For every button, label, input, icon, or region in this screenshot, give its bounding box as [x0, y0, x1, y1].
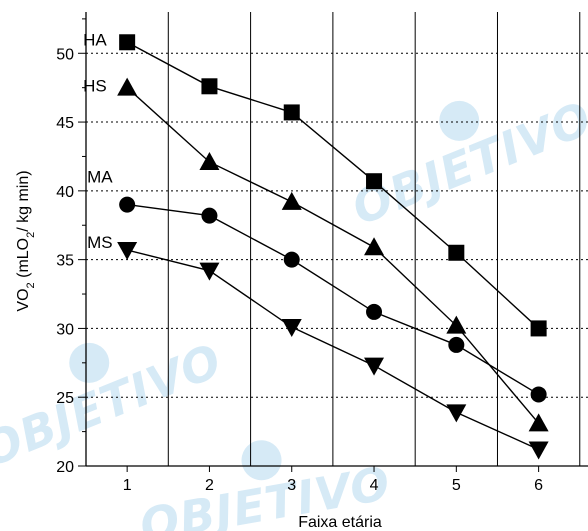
y-axis-title-part: VO: [15, 288, 32, 311]
y-axis-title-part: / kg min): [15, 170, 32, 231]
data-point-circle: [119, 196, 136, 213]
y-tick-label: 45: [56, 115, 74, 132]
data-point-square: [283, 104, 300, 121]
y-axis-title-part: 2: [25, 282, 37, 288]
y-axis-title-part: 2: [25, 232, 37, 238]
series-line: [127, 203, 539, 396]
x-tick-label: 6: [534, 477, 543, 494]
grid: [86, 12, 588, 466]
watermark-emblem: [69, 342, 110, 383]
data-point-triangle: [199, 151, 220, 170]
data-point-triangle-down: [528, 441, 549, 460]
x-tick-label: 4: [370, 477, 379, 494]
watermark-2: OBJETIVO: [345, 91, 588, 236]
data-point-triangle-down: [281, 319, 302, 338]
data-point-square: [448, 244, 465, 261]
data-point-circle: [448, 336, 465, 353]
series-hs: HS: [83, 77, 549, 432]
watermark-emblem: [241, 440, 282, 481]
y-tick-label: 20: [56, 459, 74, 476]
data-point-triangle: [364, 237, 385, 256]
y-axis-title-part: (mLO: [15, 238, 32, 282]
y-tick-label: 35: [56, 253, 74, 270]
data-point-circle: [366, 303, 383, 320]
x-tick-label: 3: [287, 477, 296, 494]
x-tick-label: 5: [452, 477, 461, 494]
y-tick-label: 30: [56, 321, 74, 338]
data-point-circle: [530, 386, 547, 403]
y-tick-label: 25: [56, 390, 74, 407]
x-tick-label: 2: [205, 477, 214, 494]
y-tick-label: 40: [56, 184, 74, 201]
series-layer: HA HS MA MS: [83, 30, 549, 460]
data-point-triangle: [281, 191, 302, 210]
series-line: [126, 41, 540, 329]
series-line: [126, 87, 540, 424]
data-point-circle: [283, 251, 300, 268]
watermark-emblem: [439, 100, 480, 141]
x-axis-title: Faixa etária: [298, 514, 382, 531]
x-tick-label: 1: [123, 477, 132, 494]
series-ma: MA: [87, 168, 547, 403]
data-point-square: [119, 34, 136, 51]
series-label: HS: [83, 77, 107, 96]
series-line: [126, 249, 539, 451]
data-point-triangle-down: [199, 262, 220, 281]
data-point-square: [201, 78, 218, 95]
series-label: MA: [87, 168, 113, 187]
data-point-triangle-down: [364, 357, 385, 376]
y-tick-label: 50: [56, 46, 74, 63]
data-point-triangle-down: [117, 242, 138, 261]
data-point-triangle: [117, 77, 138, 96]
data-point-triangle: [446, 315, 467, 334]
series-ha: HA: [83, 30, 547, 337]
data-point-triangle-down: [446, 404, 467, 423]
series-label: MS: [87, 233, 113, 252]
watermark-1: OBJETIVO: [0, 333, 229, 478]
series-ms: MS: [87, 233, 549, 460]
data-point-triangle: [528, 413, 549, 432]
data-point-square: [366, 173, 383, 190]
data-point-circle: [201, 207, 218, 224]
series-label: HA: [83, 30, 107, 49]
y-axis-title: VO2 (mLO2/ kg min): [15, 170, 37, 311]
data-point-square: [530, 320, 547, 337]
watermark-text: OBJETIVO: [0, 333, 229, 478]
